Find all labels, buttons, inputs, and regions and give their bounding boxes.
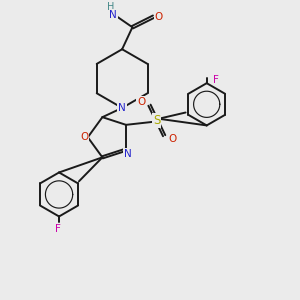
Text: F: F xyxy=(213,75,219,85)
Text: O: O xyxy=(80,132,88,142)
Text: H: H xyxy=(107,2,115,12)
Text: N: N xyxy=(110,10,117,20)
Text: O: O xyxy=(168,134,176,144)
Text: N: N xyxy=(124,149,131,159)
Text: N: N xyxy=(118,103,126,113)
Text: F: F xyxy=(55,224,61,234)
Text: O: O xyxy=(155,12,163,22)
Text: S: S xyxy=(153,114,160,127)
Text: O: O xyxy=(137,97,146,107)
